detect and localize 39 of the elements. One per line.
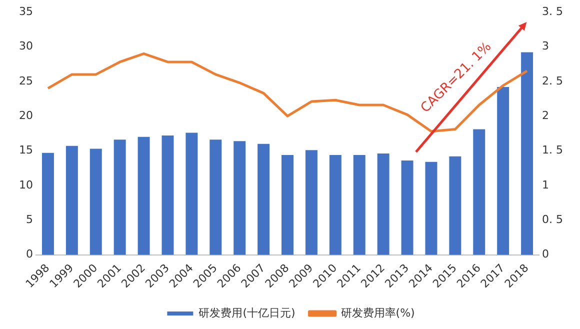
bar: [329, 154, 342, 255]
bar: [521, 52, 534, 255]
bar: [114, 140, 126, 255]
bar: [401, 160, 414, 255]
bar: [258, 144, 270, 255]
y-tick-label: 20: [18, 108, 33, 122]
bar: [42, 152, 54, 255]
bar: [473, 129, 486, 255]
legend-label: 研发费用率(%): [340, 306, 415, 320]
y2-tick-label: 2. 5: [542, 74, 564, 88]
y2-tick-label: 1: [542, 178, 550, 192]
bar: [234, 141, 246, 255]
bar: [377, 154, 390, 255]
y-tick-label: 5: [26, 213, 33, 226]
bar: [305, 150, 318, 255]
bar: [66, 146, 78, 255]
y-tick-label: 15: [18, 144, 33, 157]
bar: [138, 136, 150, 255]
y2-tick-label: 0: [542, 248, 550, 261]
y-tick-label: 0: [26, 248, 33, 261]
bar: [90, 148, 102, 255]
bar: [162, 136, 174, 255]
y-tick-label: 10: [18, 178, 33, 192]
bar: [210, 140, 222, 255]
bar: [353, 154, 366, 255]
legend-label: 研发费用(十亿日元): [198, 306, 296, 320]
y-tick-label: 25: [18, 74, 33, 88]
bar: [282, 154, 294, 255]
y2-tick-label: 3: [542, 40, 550, 53]
bar: [186, 132, 198, 255]
y2-tick-label: 2: [542, 108, 550, 122]
bar: [449, 156, 462, 255]
bar: [425, 162, 438, 255]
y2-tick-label: 1. 5: [542, 144, 564, 157]
y-tick-label: 30: [18, 40, 33, 53]
y2-tick-label: 3. 5: [542, 4, 564, 18]
y2-tick-label: 0. 5: [542, 213, 564, 226]
y-tick-label: 35: [18, 4, 33, 18]
bar: [497, 86, 510, 255]
